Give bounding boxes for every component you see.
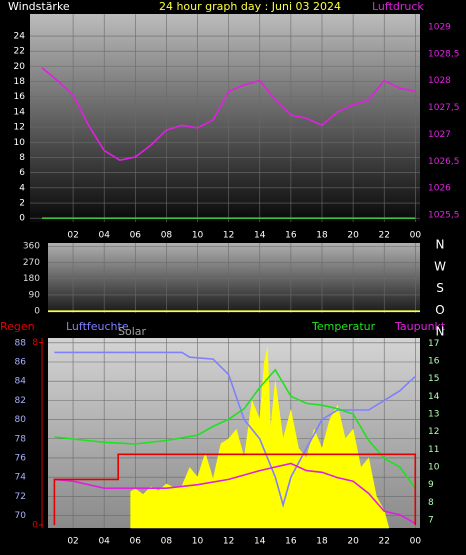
y-tick-label: 10 xyxy=(428,463,440,473)
x-tick-label: 00 xyxy=(410,537,422,547)
panel-background xyxy=(30,14,420,222)
y-tick-label: 0 xyxy=(19,214,25,224)
x-tick-label: 00 xyxy=(410,231,422,241)
y-tick-label: 12 xyxy=(14,123,25,133)
y2-axis-label: Luftdruck xyxy=(372,0,424,13)
legend-label: Regen xyxy=(0,320,35,333)
y-tick-label: 80 xyxy=(15,415,27,425)
legend-label: Solar xyxy=(118,325,147,338)
x-tick-label: 14 xyxy=(254,231,266,241)
x-tick-label: 04 xyxy=(98,537,110,547)
y-tick-label: 70 xyxy=(15,511,27,521)
y-axis-label: Windstärke xyxy=(8,0,70,13)
x-tick-label: 22 xyxy=(378,537,389,547)
y-tick-label: 1026 xyxy=(428,184,451,194)
x-tick-label: 02 xyxy=(67,231,78,241)
y-tick-label: 82 xyxy=(15,396,26,406)
y-tick-label: 8 xyxy=(428,498,434,508)
y-tick-label: 180 xyxy=(23,274,40,284)
y-tick-label: 9 xyxy=(428,480,434,490)
y-tick-label: 13 xyxy=(428,410,439,420)
y-tick-label: 24 xyxy=(14,32,26,42)
x-tick-label: 06 xyxy=(130,231,142,241)
y-tick-label: 1027,5 xyxy=(428,103,460,113)
y-tick-label: 14 xyxy=(428,392,440,402)
x-tick-label: 16 xyxy=(285,231,297,241)
x-tick-label: 20 xyxy=(347,231,359,241)
y-tick-label: 78 xyxy=(15,434,27,444)
x-tick-label: 20 xyxy=(347,537,359,547)
x-tick-label: 14 xyxy=(254,537,266,547)
y-tick-label: 6 xyxy=(19,168,25,178)
y-tick-label: 16 xyxy=(14,92,26,102)
y-tick-label: 270 xyxy=(23,258,40,268)
series-line xyxy=(54,368,416,489)
y-tick-label: 88 xyxy=(15,338,27,348)
y-tick-label: 84 xyxy=(15,377,27,387)
y-tick-label: 0 xyxy=(32,521,38,531)
x-tick-label: 12 xyxy=(223,231,234,241)
y-tick-label: 1028 xyxy=(428,76,451,86)
x-tick-label: 12 xyxy=(223,537,234,547)
y-tick-label: N xyxy=(436,325,445,339)
y-tick-label: 360 xyxy=(23,242,40,252)
y-tick-label: 90 xyxy=(29,290,41,300)
series-line xyxy=(53,453,417,525)
y-tick-label: 20 xyxy=(14,62,26,72)
y-tick-label: 22 xyxy=(14,47,25,57)
y-tick-label: 17 xyxy=(428,339,439,349)
y-tick-label: 1026,5 xyxy=(428,157,460,167)
y-tick-label: 4 xyxy=(19,183,25,193)
x-tick-label: 22 xyxy=(378,231,389,241)
series-line xyxy=(41,67,416,162)
y-tick-label: 8 xyxy=(32,338,38,348)
x-tick-label: 08 xyxy=(161,231,173,241)
y-tick-label: 1028,5 xyxy=(428,49,460,59)
x-tick-label: 04 xyxy=(98,231,110,241)
y-tick-label: 15 xyxy=(428,374,439,384)
legend-label: Luftfeuchte xyxy=(66,320,129,333)
y-tick-label: O xyxy=(435,303,444,317)
y-tick-label: 10 xyxy=(14,138,26,148)
x-tick-label: 18 xyxy=(316,537,328,547)
y-tick-label: 14 xyxy=(14,107,26,117)
y-tick-label: 11 xyxy=(428,445,439,455)
chart-title: 24 hour graph day : Juni 03 2024 xyxy=(159,0,341,13)
series-line xyxy=(54,351,416,508)
y-tick-label: 72 xyxy=(15,492,26,502)
legend-label: Temperatur xyxy=(311,320,376,333)
x-tick-label: 18 xyxy=(316,231,328,241)
x-tick-label: 16 xyxy=(285,537,297,547)
y-tick-label: N xyxy=(436,238,445,252)
y-tick-label: 16 xyxy=(428,356,440,366)
y-tick-label: 86 xyxy=(15,357,27,367)
y-tick-label: 2 xyxy=(19,199,25,209)
y-tick-label: 7 xyxy=(428,516,434,526)
y-tick-label: 0 xyxy=(34,307,40,317)
legend-label: Taupunkt xyxy=(394,320,446,333)
x-tick-label: 08 xyxy=(161,537,173,547)
y-tick-label: 1025,5 xyxy=(428,211,460,221)
y-tick-label: 76 xyxy=(15,453,27,463)
x-tick-label: 06 xyxy=(130,537,142,547)
y-tick-label: 1027 xyxy=(428,130,451,140)
series-line xyxy=(54,462,416,525)
x-tick-label: 02 xyxy=(67,537,78,547)
panel-background xyxy=(48,243,420,313)
y-tick-label: 74 xyxy=(15,473,27,483)
y-tick-label: S xyxy=(436,281,444,295)
x-tick-label: 10 xyxy=(192,537,204,547)
y-tick-label: 18 xyxy=(14,77,26,87)
y-tick-label: W xyxy=(434,259,446,273)
y-tick-label: 12 xyxy=(428,427,439,437)
y-tick-label: 1029 xyxy=(428,22,451,32)
x-tick-label: 10 xyxy=(192,231,204,241)
y-tick-label: 8 xyxy=(19,153,25,163)
